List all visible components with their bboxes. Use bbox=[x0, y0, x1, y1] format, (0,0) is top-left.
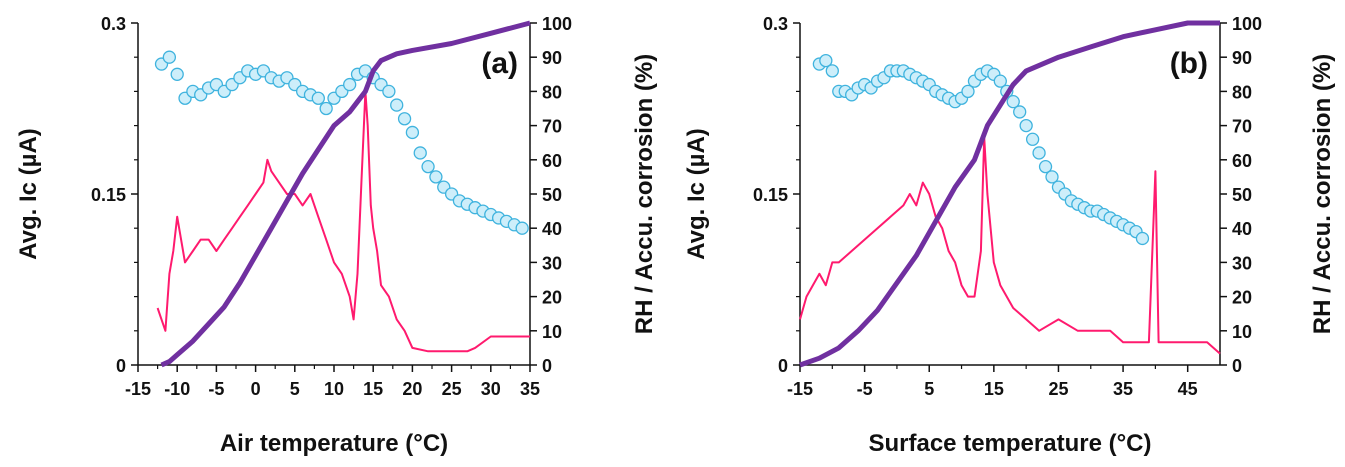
x-tick-label: 35 bbox=[520, 379, 540, 399]
series-rh-points bbox=[812, 53, 1150, 246]
x-tick-label: 15 bbox=[984, 379, 1004, 399]
y-right-tick-label: 0 bbox=[1232, 356, 1242, 376]
rh-point bbox=[1038, 159, 1053, 174]
y-right-tick-label: 30 bbox=[1232, 253, 1252, 273]
y-right-tick-label: 60 bbox=[542, 151, 562, 171]
series-accu-line bbox=[799, 20, 1220, 368]
y-right-tick-label: 100 bbox=[1232, 14, 1262, 34]
rh-point bbox=[1032, 146, 1046, 160]
rh-point bbox=[421, 159, 435, 174]
y-right-axis-title: RH / Accu. corrosion (%) bbox=[1309, 54, 1336, 334]
y-left-axis-title: Avg. Ic (µA) bbox=[15, 128, 42, 260]
rh-point bbox=[413, 146, 427, 160]
rh-point bbox=[1013, 105, 1027, 119]
y-right-tick-label: 0 bbox=[542, 356, 552, 376]
rh-point bbox=[1006, 95, 1020, 109]
y-left-tick-label: 0.3 bbox=[763, 14, 788, 34]
rh-point bbox=[405, 125, 420, 140]
y-right-tick-label: 80 bbox=[542, 82, 562, 102]
rh-point bbox=[515, 221, 529, 235]
y-right-tick-label: 70 bbox=[1232, 117, 1252, 137]
x-tick-label: 20 bbox=[402, 379, 422, 399]
panel-label: (a) bbox=[481, 47, 518, 80]
y-right-tick-label: 80 bbox=[1232, 82, 1252, 102]
panel-label: (b) bbox=[1170, 47, 1208, 80]
x-tick-label: 5 bbox=[924, 379, 934, 399]
y-right-tick-label: 30 bbox=[542, 253, 562, 273]
y-right-tick-label: 20 bbox=[1232, 288, 1252, 308]
x-axis-title: Surface temperature (°C) bbox=[868, 430, 1151, 457]
rh-point bbox=[961, 84, 975, 99]
x-tick-label: -10 bbox=[164, 379, 190, 399]
rh-point bbox=[319, 101, 333, 116]
x-tick-label: 35 bbox=[1113, 379, 1133, 399]
y-right-tick-label: 40 bbox=[542, 219, 562, 239]
series-ic-line bbox=[799, 136, 1221, 355]
rh-point bbox=[1135, 231, 1150, 246]
y-right-tick-label: 50 bbox=[542, 185, 562, 205]
x-tick-label: -15 bbox=[125, 379, 151, 399]
y-right-tick-label: 40 bbox=[1232, 219, 1252, 239]
x-tick-label: 10 bbox=[324, 379, 344, 399]
rh-point bbox=[993, 74, 1007, 88]
y-left-tick-label: 0 bbox=[778, 356, 788, 376]
x-tick-label: 45 bbox=[1178, 379, 1198, 399]
y-right-tick-label: 90 bbox=[1232, 48, 1252, 68]
y-right-tick-label: 90 bbox=[542, 48, 562, 68]
series-accu-line bbox=[160, 20, 531, 368]
rh-point bbox=[397, 112, 412, 126]
y-left-tick-label: 0 bbox=[116, 356, 126, 376]
y-left-axis-title: Avg. Ic (µA) bbox=[683, 128, 710, 260]
x-tick-label: 5 bbox=[290, 379, 300, 399]
x-tick-label: 25 bbox=[442, 379, 462, 399]
rh-point bbox=[343, 77, 357, 92]
rh-point bbox=[819, 53, 833, 68]
series-ic-line bbox=[156, 90, 530, 353]
rh-point bbox=[1019, 118, 1033, 133]
y-right-tick-label: 100 bbox=[542, 14, 572, 34]
y-right-tick-label: 10 bbox=[542, 322, 562, 342]
y-left-tick-label: 0.3 bbox=[101, 14, 126, 34]
y-right-tick-label: 60 bbox=[1232, 151, 1252, 171]
y-right-axis-title: RH / Accu. corrosion (%) bbox=[631, 54, 658, 334]
rh-point bbox=[390, 98, 404, 112]
x-tick-label: -5 bbox=[857, 379, 873, 399]
y-left-tick-label: 0.15 bbox=[91, 185, 126, 205]
y-right-tick-label: 50 bbox=[1232, 185, 1252, 205]
chart-panel-a: -15 -10 -5 0 5 10 15 20 25 30 3500.150.30102030405… bbox=[15, 14, 658, 457]
rh-point bbox=[825, 64, 839, 78]
y-right-tick-label: 70 bbox=[542, 117, 562, 137]
rh-point bbox=[1025, 132, 1040, 146]
x-tick-label: 0 bbox=[251, 379, 261, 399]
rh-point bbox=[170, 67, 184, 81]
rh-point bbox=[382, 84, 396, 99]
x-tick-label: 25 bbox=[1048, 379, 1068, 399]
series-rh-points bbox=[154, 50, 529, 235]
y-left-tick-label: 0.15 bbox=[753, 185, 788, 205]
y-right-tick-label: 20 bbox=[542, 288, 562, 308]
chart-panel-b: -15 -5 5 15 25 35 45 0 0.15 0.3 0 10 20 30 40 50 60 70 80 9… bbox=[683, 14, 1336, 457]
rh-point bbox=[162, 50, 177, 64]
x-axis-title: Air temperature (°C) bbox=[220, 430, 448, 457]
x-tick-label: -15 bbox=[787, 379, 813, 399]
rh-point bbox=[311, 91, 325, 105]
y-right-tick-label: 10 bbox=[1232, 322, 1252, 342]
x-tick-label: 30 bbox=[481, 379, 501, 399]
x-tick-label: -5 bbox=[208, 379, 224, 399]
rh-point bbox=[429, 170, 443, 184]
rh-point bbox=[1045, 170, 1059, 184]
x-tick-label: 15 bbox=[363, 379, 383, 399]
